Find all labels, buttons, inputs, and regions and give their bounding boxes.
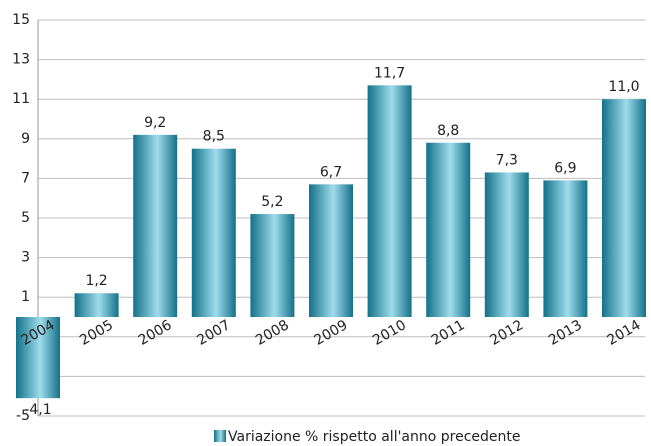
y-tick-label: 11 (12, 91, 30, 107)
bar (543, 180, 588, 317)
x-tick-label: 2011 (429, 317, 468, 349)
bar (602, 99, 646, 317)
value-label: 7,3 (496, 152, 518, 168)
value-label: 6,7 (320, 164, 342, 180)
bar (191, 148, 236, 317)
value-label: -4,1 (24, 402, 51, 418)
bar (74, 293, 119, 317)
value-label: 11,7 (374, 65, 405, 81)
x-tick-label: 2007 (194, 317, 233, 349)
value-label: 11,0 (608, 79, 639, 95)
bar (367, 85, 412, 317)
y-tick-label: 15 (12, 12, 30, 28)
y-tick-label: 9 (21, 131, 30, 147)
x-tick-label: 2006 (136, 317, 175, 349)
y-tick-label: 7 (21, 170, 30, 186)
value-label: 8,8 (437, 123, 459, 139)
bar (16, 317, 60, 399)
x-tick-label: 2005 (77, 317, 116, 349)
bar (133, 134, 178, 317)
y-tick-label: 5 (21, 210, 30, 226)
x-tick-label: 2008 (253, 317, 292, 349)
x-tick-label: 2014 (605, 317, 644, 349)
legend-label: Variazione % rispetto all'anno precedent… (228, 429, 521, 445)
x-tick-label: 2012 (487, 317, 526, 349)
legend-swatch (214, 430, 226, 442)
value-label: 6,9 (554, 160, 576, 176)
bar (309, 184, 353, 317)
value-label: 9,2 (144, 115, 166, 131)
y-tick-label: 13 (12, 52, 30, 68)
y-tick-label: 1 (21, 289, 30, 305)
value-label: 1,2 (85, 273, 107, 289)
y-tick-label: 3 (21, 250, 30, 266)
bar (426, 142, 471, 317)
value-label: 8,5 (203, 129, 225, 145)
bar (484, 172, 529, 317)
y-tick-label: -5 (16, 408, 30, 424)
value-label: 5,2 (261, 194, 283, 210)
x-tick-label: 2009 (312, 317, 351, 349)
x-tick-label: 2013 (546, 317, 585, 349)
x-tick-label: 2010 (370, 317, 409, 349)
bar (250, 214, 295, 317)
